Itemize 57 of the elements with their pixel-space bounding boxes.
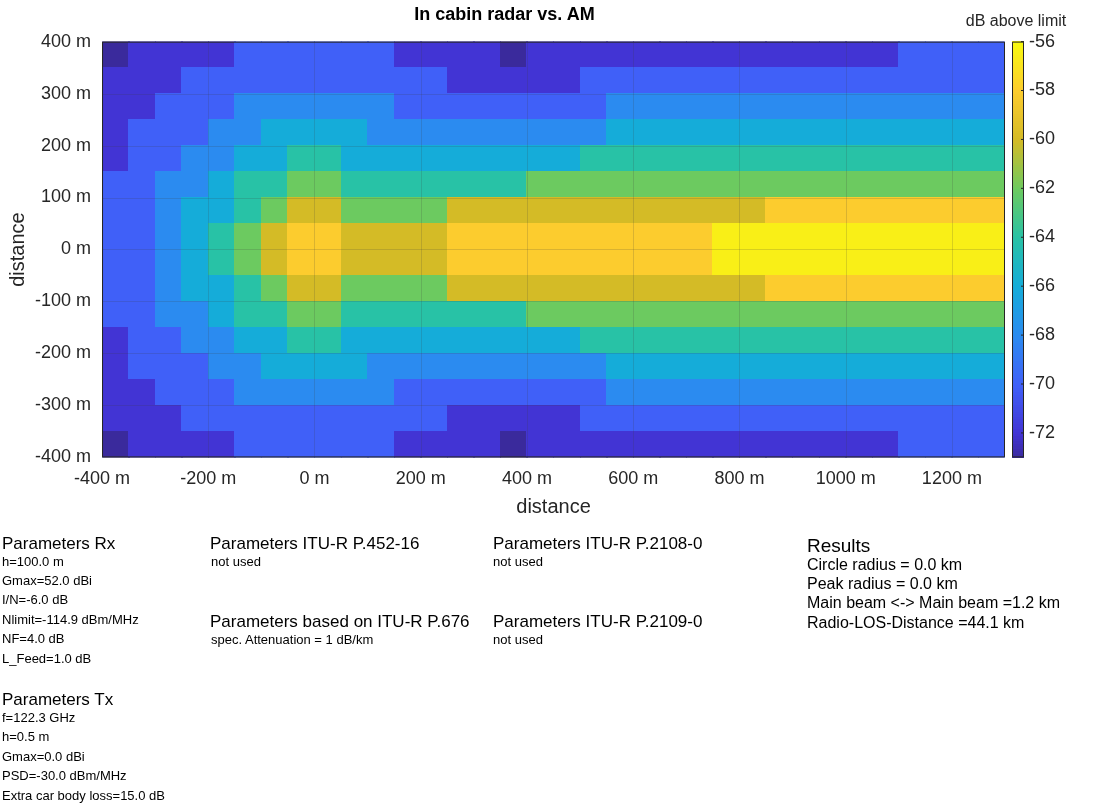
color-bar-label: -60: [1029, 128, 1056, 149]
y-tick-label: 200 m: [40, 134, 92, 155]
x-tick-label: 1000 m: [815, 468, 876, 489]
text: Gmax=0.0 dBi: [2, 749, 85, 765]
text: Radio-LOS-Distance =44.1 km: [807, 614, 1025, 633]
x-tick-label: 800 m: [714, 468, 765, 489]
color-bar-label: -62: [1029, 177, 1056, 198]
x-tick-label: -200 m: [180, 468, 237, 489]
x-tick-label: 600 m: [608, 468, 659, 489]
x-tick-label: 1200 m: [921, 468, 982, 489]
y-tick-label: 400 m: [40, 30, 92, 51]
color-bar-label: -56: [1029, 30, 1056, 51]
color-bar-title: dB above limit: [965, 12, 1067, 30]
y-tick-label: -200 m: [34, 342, 92, 363]
text: f=122.3 GHz: [2, 710, 76, 726]
text: Parameters Tx: [2, 690, 114, 710]
text: Results: [807, 535, 871, 557]
y-tick-label: -100 m: [34, 290, 92, 311]
y-tick-label: -300 m: [34, 394, 92, 415]
color-bar-label: -58: [1029, 79, 1056, 100]
color-bar-label: -70: [1029, 372, 1056, 393]
y-tick-label: 0 m: [61, 238, 92, 259]
text: Main beam <-> Main beam =1.2 km: [807, 594, 1061, 613]
x-tick-label: 0 m: [299, 468, 330, 489]
text: Peak radius = 0.0 km: [807, 575, 958, 594]
y-tick-label: 100 m: [40, 186, 92, 207]
color-bar-label: -68: [1029, 324, 1056, 345]
x-tick-label: 200 m: [395, 468, 446, 489]
color-bar-label: -72: [1029, 421, 1056, 442]
text: Extra car body loss=15.0 dB: [2, 788, 165, 804]
text: not used: [211, 554, 261, 570]
text: Parameters ITU-R P.452-16: [210, 534, 420, 554]
color-bar-label: -66: [1029, 275, 1056, 296]
text: spec. Attenuation = 1 dB/km: [211, 632, 374, 648]
text: h=100.0 m: [2, 554, 64, 570]
text: Nlimit=-114.9 dBm/MHz: [2, 612, 139, 628]
text: NF=4.0 dB: [2, 631, 65, 647]
x-tick-label: 400 m: [501, 468, 552, 489]
text: Gmax=52.0 dBi: [2, 573, 92, 589]
text: I/N=-6.0 dB: [2, 592, 69, 608]
text: not used: [493, 554, 543, 570]
text: Circle radius = 0.0 km: [807, 556, 963, 575]
text: Parameters ITU-R P.2108-0: [493, 534, 703, 554]
y-axis-title: distance: [5, 212, 28, 287]
text: not used: [493, 632, 543, 648]
x-tick-label: -400 m: [74, 468, 131, 489]
text: Parameters based on ITU-R P.676: [210, 612, 470, 632]
x-axis-title: distance: [516, 494, 591, 517]
chart-title: In cabin radar vs. AM: [414, 3, 595, 24]
text: Parameters Rx: [2, 534, 116, 554]
text: Parameters ITU-R P.2109-0: [493, 612, 703, 632]
color-bar-label: -64: [1029, 226, 1056, 247]
text: L_Feed=1.0 dB: [2, 651, 92, 667]
text: PSD=-30.0 dBm/MHz: [2, 768, 127, 784]
y-tick-label: 300 m: [40, 82, 92, 103]
y-tick-label: -400 m: [34, 446, 92, 467]
text: h=0.5 m: [2, 729, 50, 745]
